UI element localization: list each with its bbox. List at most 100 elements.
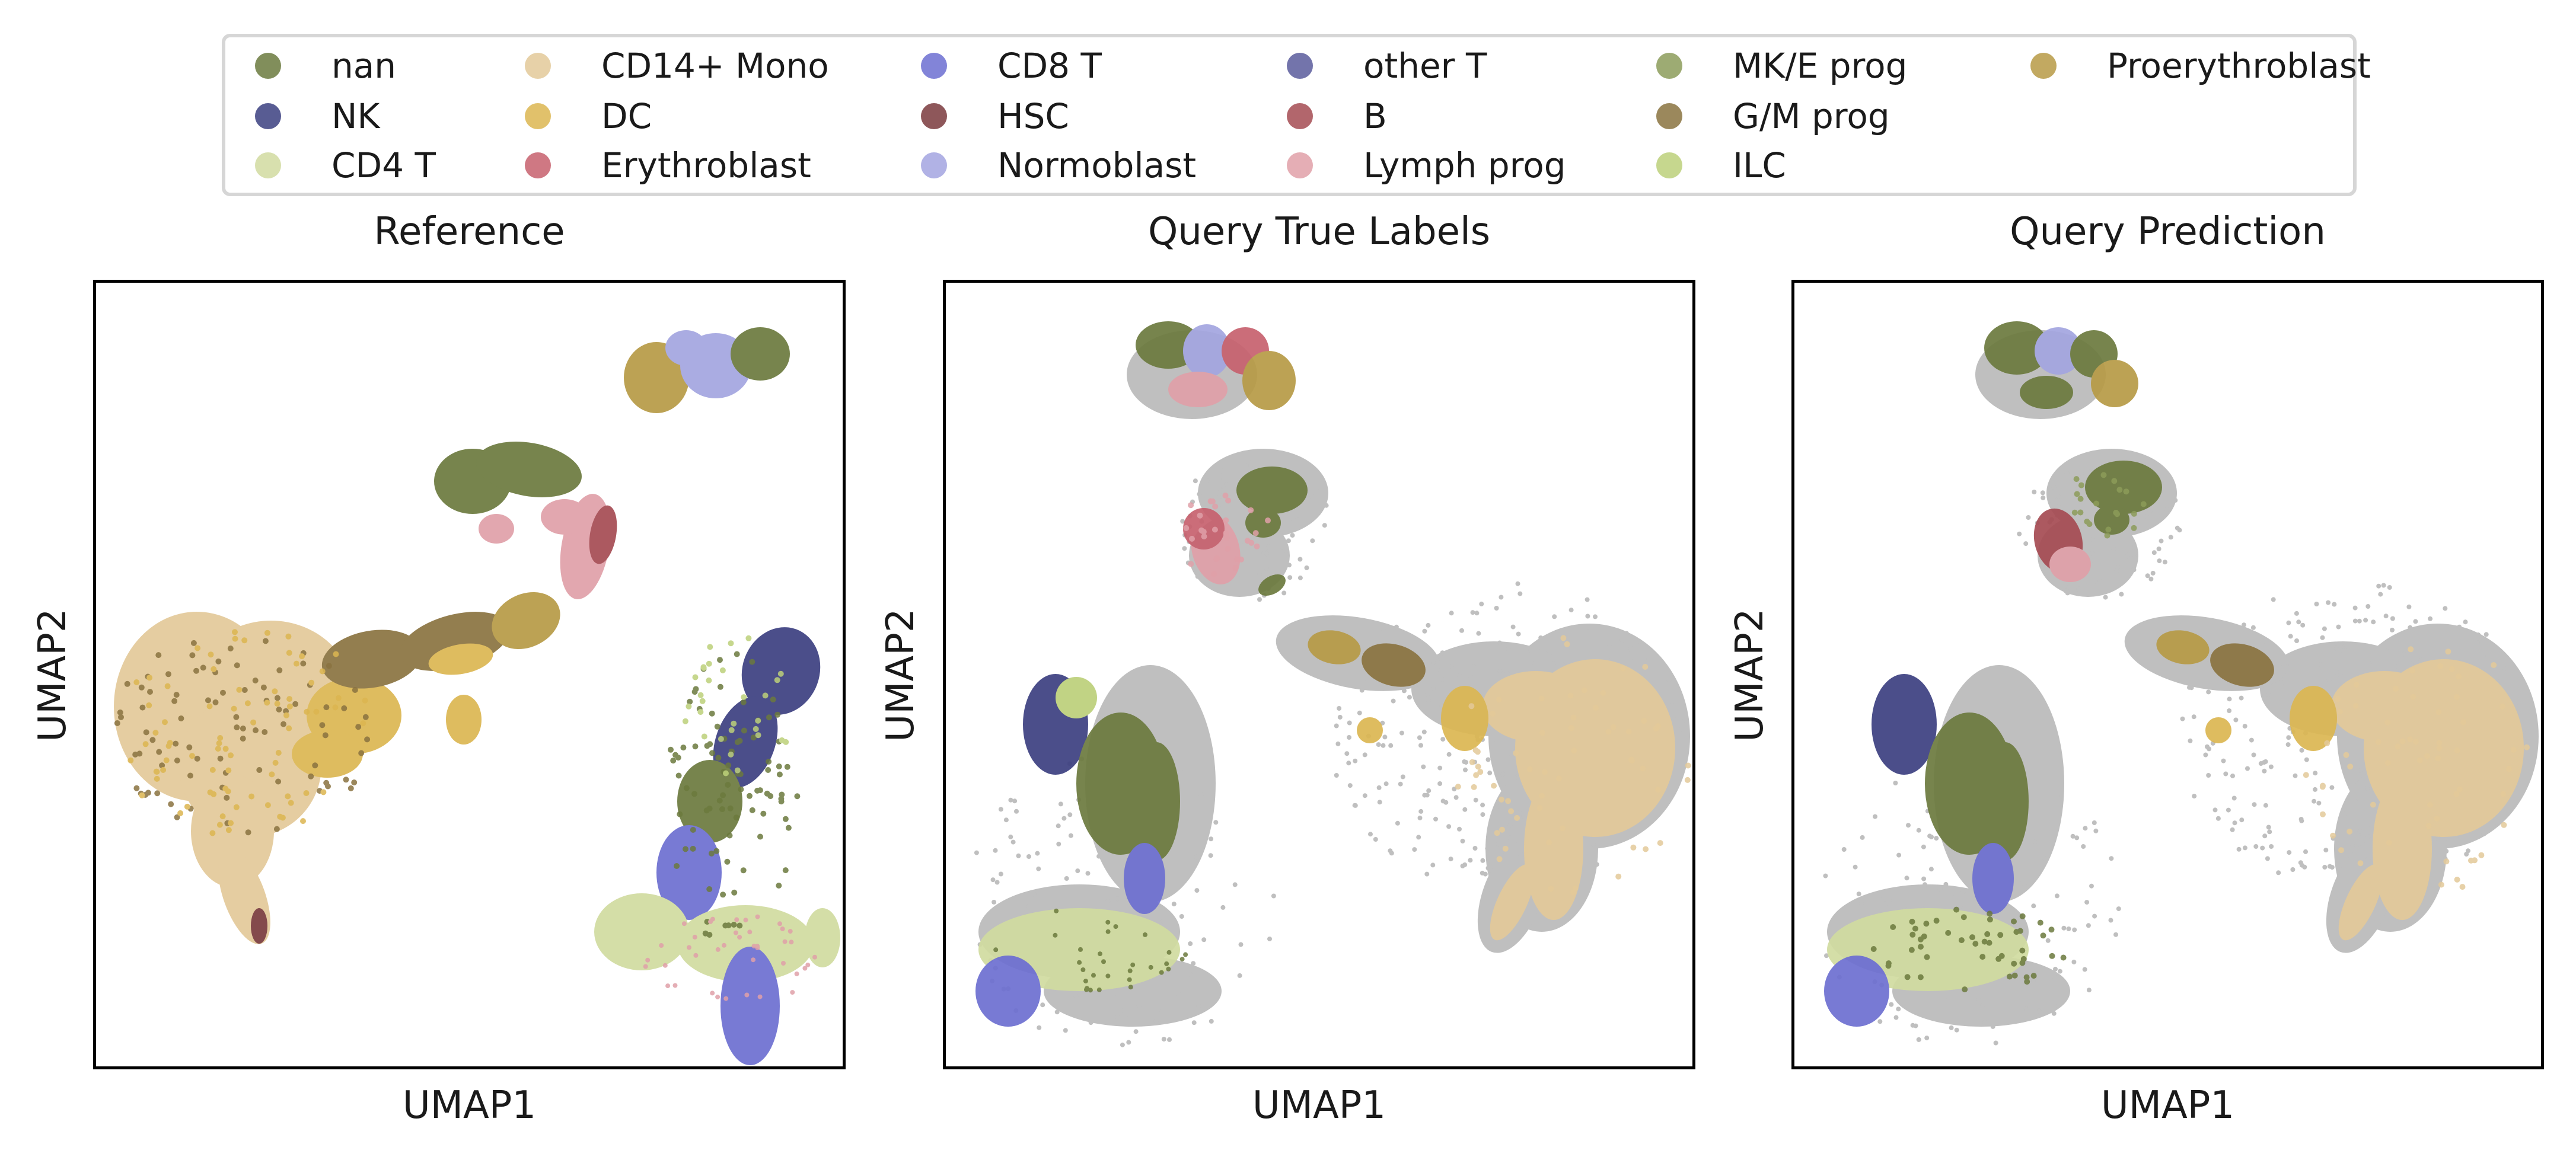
cluster-blob bbox=[1308, 630, 1361, 664]
cell-point bbox=[118, 714, 124, 720]
cell-point bbox=[1497, 668, 1503, 673]
legend-marker bbox=[921, 53, 947, 79]
cell-point bbox=[1217, 494, 1222, 500]
cell-point bbox=[692, 934, 697, 940]
legend-entry: Normoblast bbox=[921, 142, 1196, 189]
cell-point bbox=[2313, 771, 2318, 776]
cell-point bbox=[178, 715, 184, 721]
cell-point bbox=[1200, 529, 1207, 535]
cell-point bbox=[286, 696, 293, 702]
cell-point bbox=[2481, 831, 2486, 836]
cell-point bbox=[280, 721, 286, 727]
plot-frame bbox=[1791, 280, 2544, 1069]
cell-point bbox=[1016, 853, 1021, 858]
legend-label: CD14+ Mono bbox=[601, 46, 829, 86]
legend-entry: ILC bbox=[1656, 142, 1786, 189]
cell-point bbox=[2245, 766, 2250, 771]
cell-point bbox=[211, 666, 217, 672]
cell-point bbox=[145, 790, 151, 796]
legend-entry: B bbox=[1287, 92, 1387, 140]
cell-point bbox=[2285, 742, 2291, 747]
cell-point bbox=[690, 845, 696, 852]
cell-point bbox=[1337, 714, 1343, 720]
cell-point bbox=[782, 816, 789, 822]
cell-point bbox=[717, 657, 723, 663]
cluster-blob bbox=[321, 630, 422, 689]
cell-point bbox=[233, 804, 240, 810]
cell-point bbox=[1993, 1040, 1998, 1046]
cell-point bbox=[2113, 509, 2119, 516]
cell-point bbox=[706, 677, 712, 683]
cell-point bbox=[1421, 764, 1426, 769]
cell-point bbox=[2011, 972, 2018, 979]
cell-point bbox=[2357, 618, 2362, 624]
cell-point bbox=[240, 726, 246, 731]
cell-point bbox=[1564, 641, 1570, 647]
cell-point bbox=[1053, 932, 1058, 938]
cell-point bbox=[1571, 747, 1577, 754]
cell-point bbox=[737, 935, 742, 940]
cell-point bbox=[341, 705, 347, 711]
cell-point bbox=[1026, 903, 1031, 909]
cell-point bbox=[2370, 801, 2376, 808]
cell-point bbox=[1494, 606, 1499, 611]
cell-point bbox=[1133, 1029, 1139, 1034]
cell-point bbox=[2073, 476, 2080, 483]
cell-point bbox=[682, 718, 688, 724]
cell-point bbox=[2338, 847, 2344, 854]
cell-point bbox=[1962, 986, 1968, 993]
cell-point bbox=[2232, 820, 2237, 826]
cell-point bbox=[1063, 1028, 1068, 1033]
cell-point bbox=[2267, 829, 2272, 835]
cell-point bbox=[2023, 974, 2030, 980]
cluster-blob bbox=[677, 760, 742, 843]
cell-point bbox=[1480, 803, 1485, 808]
cell-point bbox=[2384, 719, 2391, 726]
cell-point bbox=[1570, 714, 1577, 721]
cell-point bbox=[136, 750, 143, 757]
cell-point bbox=[1237, 973, 1242, 978]
cell-point bbox=[2370, 659, 2376, 664]
cell-point bbox=[2457, 624, 2462, 630]
cell-point bbox=[2239, 695, 2244, 701]
cell-point bbox=[2239, 817, 2245, 823]
cell-point bbox=[672, 752, 678, 758]
cluster-blob bbox=[2210, 643, 2274, 687]
cell-point bbox=[1191, 1020, 1197, 1025]
cell-point bbox=[1297, 575, 1303, 580]
legend-label: DC bbox=[601, 96, 652, 136]
cell-point bbox=[2203, 752, 2208, 758]
cell-point bbox=[1171, 902, 1177, 907]
cell-point bbox=[762, 692, 769, 699]
cell-point bbox=[2031, 978, 2036, 983]
cell-point bbox=[1628, 646, 1634, 651]
legend-label: Lymph prog bbox=[1363, 145, 1566, 186]
cell-point bbox=[2407, 736, 2414, 743]
cell-point bbox=[2145, 573, 2150, 579]
cell-point bbox=[1610, 724, 1617, 730]
cell-point bbox=[139, 792, 145, 798]
cell-point bbox=[1101, 959, 1106, 964]
y-axis-label-query-true: UMAP2 bbox=[879, 608, 923, 742]
cell-point bbox=[2413, 619, 2418, 624]
cell-point bbox=[2024, 1007, 2029, 1012]
cell-point bbox=[232, 635, 238, 642]
cell-point bbox=[1474, 611, 1480, 616]
cell-point bbox=[2506, 766, 2512, 772]
cell-point bbox=[1232, 882, 1238, 887]
cell-point bbox=[1064, 876, 1069, 881]
cell-point bbox=[2299, 818, 2304, 823]
cell-point bbox=[133, 679, 140, 685]
cell-point bbox=[2386, 839, 2392, 846]
cell-point bbox=[1504, 671, 1510, 676]
cell-point bbox=[2086, 923, 2091, 928]
cell-point bbox=[2266, 825, 2271, 830]
cell-point bbox=[785, 825, 792, 831]
cell-point bbox=[1430, 862, 1436, 868]
cell-point bbox=[2061, 925, 2067, 931]
cell-point bbox=[1873, 814, 1877, 819]
cell-point bbox=[1497, 640, 1502, 646]
cell-point bbox=[1376, 785, 1382, 790]
cell-point bbox=[149, 737, 156, 743]
cell-point bbox=[2453, 791, 2460, 797]
